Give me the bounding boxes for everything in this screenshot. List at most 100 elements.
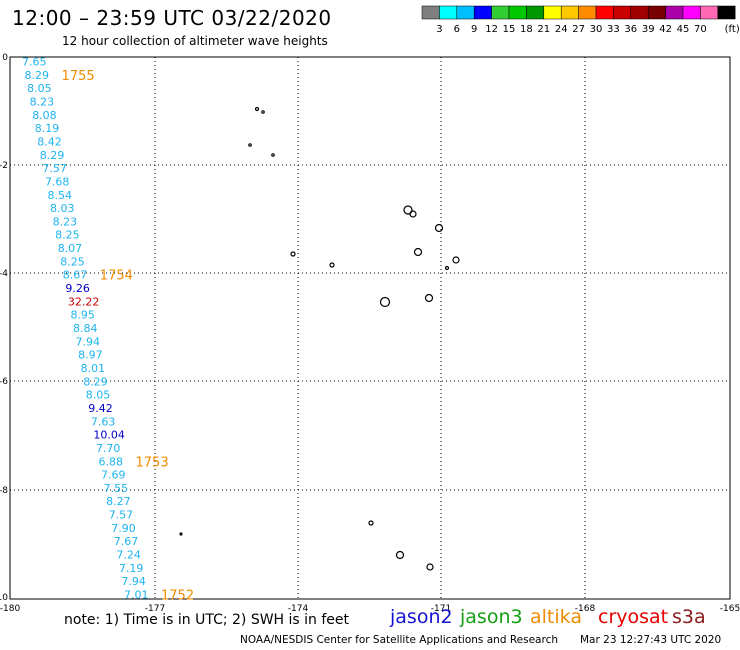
- wave-height-reading: 8.95: [70, 309, 95, 322]
- colorbar-label: 18: [520, 24, 533, 35]
- wave-height-reading: 8.84: [73, 322, 98, 335]
- island-outline: [444, 265, 450, 271]
- longitude-tick-label: -177: [145, 604, 165, 614]
- wave-height-reading: 8.29: [83, 375, 108, 388]
- wave-height-reading: 7.70: [96, 442, 121, 455]
- wave-height-reading: 9.26: [65, 282, 90, 295]
- colorbar-label: 3: [436, 24, 442, 35]
- wave-height-track: 7.658.298.058.238.088.198.428.297.577.68…: [22, 56, 194, 604]
- colorbar-label: 21: [537, 24, 550, 35]
- island-outline: [426, 563, 434, 571]
- island-outline: [271, 153, 275, 157]
- latitude-tick-label: -4: [0, 269, 8, 279]
- island-outline: [409, 210, 417, 218]
- island-outline: [434, 223, 444, 233]
- latitude-tick-label: 0: [2, 53, 8, 63]
- wave-height-reading: 7.94: [121, 575, 146, 588]
- longitude-tick-label: -165: [720, 604, 740, 614]
- wave-height-reading: 7.55: [104, 482, 129, 495]
- wave-height-reading: 8.25: [60, 255, 85, 268]
- latitude-tick-label: -2: [0, 161, 8, 171]
- colorbar-label: 30: [590, 24, 603, 35]
- wave-height-reading: 7.24: [116, 549, 141, 562]
- wave-height-reading: 8.23: [30, 95, 55, 108]
- track-time-label: 1752: [161, 589, 194, 604]
- wave-height-reading: 8.05: [86, 389, 111, 402]
- wave-height-reading: 8.67: [63, 269, 88, 282]
- wave-height-reading: 9.42: [88, 402, 113, 415]
- colorbar-label: 33: [607, 24, 620, 35]
- wave-height-reading: 7.69: [101, 469, 126, 482]
- legend-cryosat: cryosat: [598, 606, 669, 628]
- island-outline: [424, 293, 434, 303]
- wave-height-reading: 8.07: [58, 242, 82, 255]
- legend-s3a: s3a: [672, 606, 706, 628]
- island-outline: [379, 296, 391, 308]
- track-time-label: 1755: [62, 69, 95, 84]
- wave-height-reading: 7.68: [45, 175, 69, 188]
- longitude-tick-label: -168: [575, 604, 596, 614]
- wave-height-reading: 32.22: [68, 295, 100, 308]
- wave-height-reading: 8.27: [106, 495, 130, 508]
- island-outline: [290, 251, 296, 257]
- wave-height-reading: 8.25: [55, 229, 80, 242]
- colorbar-label: 36: [624, 24, 637, 35]
- colorbar-label: 6: [454, 24, 460, 35]
- island-outline: [261, 110, 265, 114]
- wave-height-reading: 8.03: [50, 202, 75, 215]
- wave-height-reading: 7.01: [124, 589, 149, 602]
- island-outline: [413, 247, 423, 257]
- footnote: note: 1) Time is in UTC; 2) SWH is in fe…: [64, 612, 350, 628]
- latitude-tick-label: -8: [0, 486, 8, 496]
- wave-height-reading: 8.23: [53, 215, 78, 228]
- map-frame: [9, 56, 731, 600]
- latitude-tick-label: -6: [0, 377, 8, 387]
- colorbar-swatch: [717, 5, 736, 20]
- wave-height-reading: 8.42: [37, 135, 62, 148]
- grid-lines: [10, 57, 730, 599]
- wave-height-reading: 8.29: [40, 149, 65, 162]
- wave-height-reading: 8.29: [25, 69, 50, 82]
- colorbar-label: 70: [694, 24, 707, 35]
- legend-jason2: jason2: [390, 606, 453, 628]
- colorbar-label: 9: [471, 24, 477, 35]
- island-outlines: [179, 106, 460, 571]
- island-outline: [254, 106, 260, 112]
- colorbar-unit: (ft): [725, 24, 740, 35]
- wave-height-reading: 7.57: [109, 509, 134, 522]
- page-subtitle: 12 hour collection of altimeter wave hei…: [62, 34, 328, 48]
- island-outline: [248, 143, 252, 147]
- legend-jason3: jason3: [460, 606, 523, 628]
- wave-height-reading: 7.19: [119, 562, 143, 575]
- wave-height-reading: 7.94: [76, 335, 101, 348]
- island-outline: [329, 262, 335, 268]
- wave-height-reading: 7.67: [114, 535, 139, 548]
- colorbar-label: 24: [555, 24, 568, 35]
- colorbar-label: 27: [572, 24, 585, 35]
- latitude-tick-label: -10: [0, 593, 8, 603]
- page-title: 12:00 – 23:59 UTC 03/22/2020: [12, 6, 332, 30]
- longitude-tick-label: -171: [431, 604, 451, 614]
- longitude-tick-label: -180: [0, 604, 20, 614]
- colorbar-label: 42: [659, 24, 672, 35]
- track-time-label: 1754: [100, 269, 133, 284]
- colorbar-label: 45: [677, 24, 690, 35]
- wave-height-reading: 8.08: [32, 109, 57, 122]
- legend-altika: altika: [530, 606, 582, 628]
- wave-height-reading: 8.97: [78, 349, 103, 362]
- island-outline: [452, 256, 460, 264]
- colorbar-label: 39: [642, 24, 655, 35]
- island-outline: [368, 520, 374, 526]
- island-outline: [403, 205, 413, 215]
- credit-line: NOAA/NESDIS Center for Satellite Applica…: [240, 634, 558, 646]
- color-legend: 3 6 9 12 15 18 21 24 27 30 33 36 39 42 45 70 (ft): [421, 5, 740, 35]
- wave-height-reading: 7.63: [91, 415, 116, 428]
- wave-height-reading: 6.88: [99, 455, 124, 468]
- wave-height-reading: 8.19: [35, 122, 60, 135]
- longitude-tick-label: -174: [288, 604, 309, 614]
- island-outline: [395, 550, 405, 560]
- colorbar-label: 15: [503, 24, 516, 35]
- wave-height-reading: 8.01: [81, 362, 106, 375]
- wave-height-reading: 7.90: [111, 522, 136, 535]
